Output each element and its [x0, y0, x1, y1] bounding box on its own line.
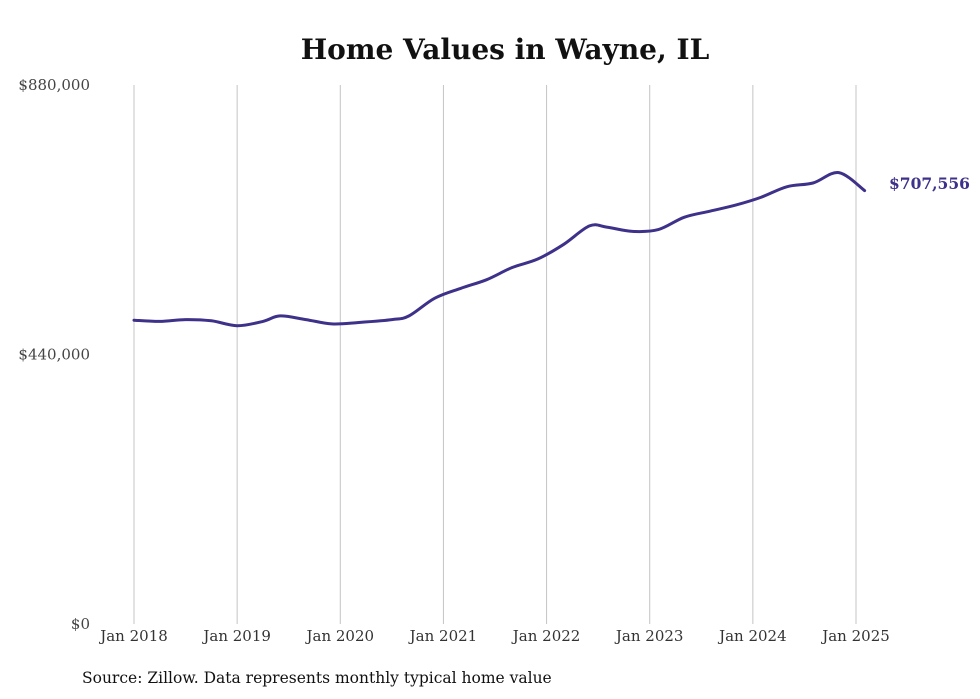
y-axis: $0 $440,000 $880,000 [18, 76, 90, 633]
x-tick-label: Jan 2025 [820, 627, 890, 645]
x-tick-label: Jan 2020 [305, 627, 375, 645]
source-note: Source: Zillow. Data represents monthly … [82, 669, 552, 687]
chart-title: Home Values in Wayne, IL [301, 33, 710, 66]
y-tick-label: $880,000 [18, 76, 90, 94]
series-layer [132, 171, 867, 328]
x-tick-label: Jan 2021 [408, 627, 478, 645]
grid-layer [133, 85, 857, 624]
y-tick-label: $0 [71, 615, 90, 633]
x-tick-label: Jan 2023 [614, 627, 684, 645]
x-tick-label: Jan 2022 [511, 627, 581, 645]
y-tick-label: $440,000 [18, 346, 90, 364]
end-value-label: $707,556 [889, 174, 970, 193]
series-line-0 [132, 171, 867, 328]
x-tick-label: Jan 2019 [201, 627, 271, 645]
x-axis: Jan 2018 Jan 2019 Jan 2020 Jan 2021 Jan 2022… [98, 627, 890, 645]
x-tick-label: Jan 2024 [717, 627, 787, 645]
x-tick-label: Jan 2018 [98, 627, 168, 645]
